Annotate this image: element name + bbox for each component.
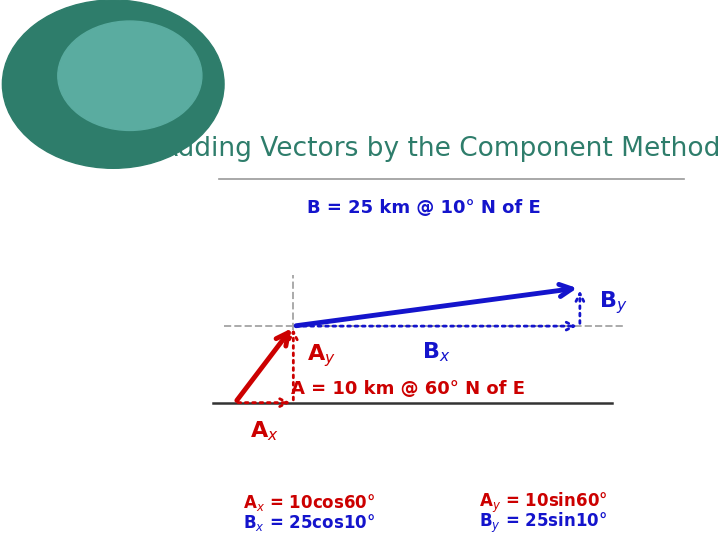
Text: A$_y$: A$_y$ — [307, 342, 336, 369]
Text: A$_x$ = 10cos60°: A$_x$ = 10cos60° — [243, 492, 376, 514]
Text: B = 25 km @ 10° N of E: B = 25 km @ 10° N of E — [307, 199, 541, 217]
Text: B$_x$ = 25cos10°: B$_x$ = 25cos10° — [243, 512, 376, 533]
Circle shape — [58, 21, 202, 131]
Text: B$_y$: B$_y$ — [599, 289, 628, 316]
Text: B$_y$ = 25sin10°: B$_y$ = 25sin10° — [479, 510, 607, 535]
Text: B$_x$: B$_x$ — [423, 341, 451, 364]
Text: Adding Vectors by the Component Method: Adding Vectors by the Component Method — [160, 137, 720, 163]
Circle shape — [2, 0, 224, 168]
Text: A$_y$ = 10sin60°: A$_y$ = 10sin60° — [479, 491, 608, 515]
Text: A$_x$: A$_x$ — [250, 420, 279, 443]
Text: A = 10 km @ 60° N of E: A = 10 km @ 60° N of E — [291, 380, 525, 398]
